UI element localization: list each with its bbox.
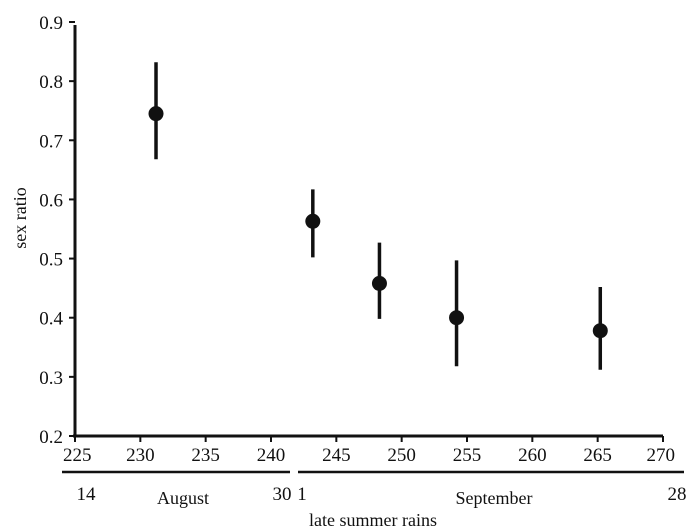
x-tick-label: 270	[647, 445, 676, 466]
data-point	[592, 323, 608, 339]
data-point	[371, 275, 387, 291]
y-tick-label: 0.9	[39, 13, 63, 34]
x-tick-label: 260	[518, 445, 547, 466]
september-start-day: 1	[297, 484, 307, 505]
september-end-day: 28	[668, 484, 687, 505]
y-axis-label: sex ratio	[10, 187, 30, 248]
y-tick-label: 0.3	[39, 368, 63, 389]
x-tick-label: 255	[453, 445, 482, 466]
x-tick-label: 235	[191, 445, 220, 466]
y-tick-label: 0.2	[39, 427, 63, 448]
month-bar: 14 August 30 1 September 28 late summer …	[62, 470, 687, 530]
august-label: August	[157, 488, 209, 508]
august-end-day: 30	[273, 484, 292, 505]
x-tick-label: 265	[583, 445, 612, 466]
y-tick-label: 0.6	[39, 190, 63, 211]
y-tick-label: 0.8	[39, 72, 63, 93]
x-tick-label: 245	[322, 445, 351, 466]
y-tick-label: 0.5	[39, 250, 63, 271]
y-ticks: 0.2 0.3 0.4 0.5 0.6 0.7 0.8 0.9	[39, 13, 75, 448]
x-ticks: 225 230 235 240 245 250 255 260 265 270	[63, 436, 675, 466]
august-start-day: 14	[77, 484, 97, 505]
september-label: September	[456, 488, 533, 508]
x-tick-label: 250	[387, 445, 416, 466]
x-tick-label: 225	[63, 445, 92, 466]
data-points	[148, 62, 608, 370]
annotation-label: late summer rains	[309, 510, 437, 530]
x-tick-label: 230	[126, 445, 155, 466]
y-tick-label: 0.7	[39, 131, 63, 152]
x-tick-label: 240	[257, 445, 286, 466]
data-point	[148, 106, 164, 122]
data-point	[305, 213, 321, 229]
data-point	[449, 310, 465, 326]
y-tick-label: 0.4	[39, 309, 63, 330]
plot-area: 0.2 0.3 0.4 0.5 0.6 0.7 0.8 0.9 225 230 235 240 245…	[39, 13, 675, 466]
